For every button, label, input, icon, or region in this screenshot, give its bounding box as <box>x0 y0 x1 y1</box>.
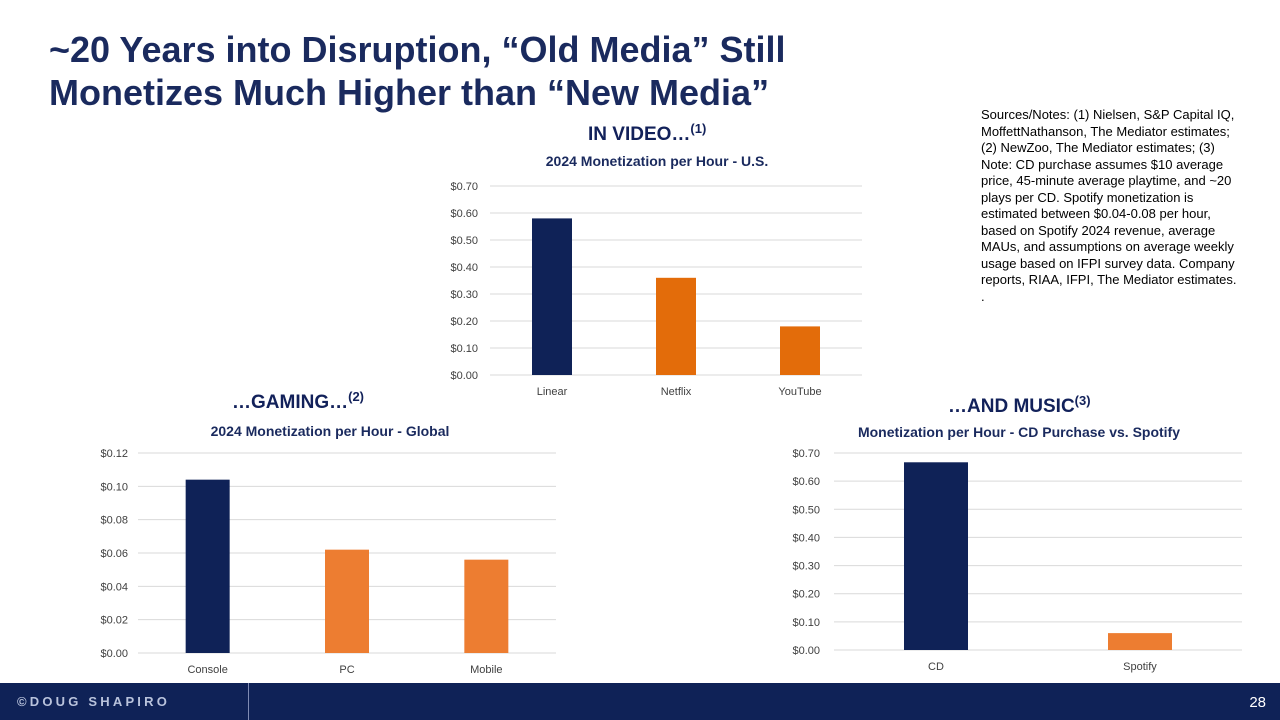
gaming-y-tick-label: $0.00 <box>100 648 128 660</box>
footer-divider <box>248 683 249 720</box>
video-bar-netflix <box>656 277 696 375</box>
music-bar-spotify <box>1108 633 1172 650</box>
music-heading-note: (3) <box>1074 393 1091 408</box>
music-y-tick-label: $0.60 <box>792 476 820 488</box>
video-y-tick-label: $0.00 <box>450 370 478 382</box>
gaming-category-label: Console <box>187 664 227 676</box>
page-number: 28 <box>1249 694 1266 711</box>
sources-notes-trailing: . <box>981 288 985 304</box>
video-heading-text: IN VIDEO… <box>588 124 691 145</box>
music-category-label: CD <box>928 661 944 673</box>
gaming-y-tick-label: $0.02 <box>100 615 128 627</box>
slide-title: ~20 Years into Disruption, “Old Media” S… <box>49 29 786 113</box>
music-y-tick-label: $0.20 <box>792 589 820 601</box>
gaming-heading-text: …GAMING… <box>232 392 349 413</box>
music-heading: …AND MUSIC(3) <box>948 393 1091 418</box>
video-chart-title: 2024 Monetization per Hour - U.S. <box>546 153 768 169</box>
gaming-heading: …GAMING…(2) <box>232 389 364 414</box>
video-heading: IN VIDEO…(1) <box>588 121 707 146</box>
video-heading-note: (1) <box>690 121 707 136</box>
music-category-label: Spotify <box>1123 661 1157 673</box>
video-category-label: Linear <box>537 386 568 398</box>
music-y-tick-label: $0.00 <box>792 645 820 657</box>
charts-canvas: 2024 Monetization per Hour - U.S. $0.00 $0… <box>100 153 1242 676</box>
gaming-category-label: PC <box>339 664 354 676</box>
video-y-tick-label: $0.50 <box>450 235 478 247</box>
music-heading-text: …AND MUSIC <box>948 396 1075 417</box>
video-category-label: Netflix <box>661 386 692 398</box>
gaming-category-label: Mobile <box>470 664 502 676</box>
gaming-chart-title: 2024 Monetization per Hour - Global <box>211 423 450 439</box>
footer-brand: ©DOUG SHAPIRO <box>17 694 171 709</box>
gaming-heading-note: (2) <box>348 389 364 404</box>
gaming-bar-console <box>185 479 230 653</box>
video-category-label: YouTube <box>778 386 821 398</box>
music-y-tick-label: $0.40 <box>792 532 820 544</box>
gaming-y-tick-label: $0.10 <box>100 481 128 493</box>
sources-notes: Sources/Notes: (1) Nielsen, S&P Capital … <box>981 107 1241 305</box>
gaming-y-tick-label: $0.06 <box>100 548 128 560</box>
music-y-tick-label: $0.30 <box>792 561 820 573</box>
video-y-tick-label: $0.10 <box>450 343 478 355</box>
video-y-tick-label: $0.70 <box>450 181 478 193</box>
music-chart-title: Monetization per Hour - CD Purchase vs. … <box>858 424 1180 440</box>
video-bar-linear <box>532 218 572 375</box>
gaming-bar-pc <box>325 549 369 653</box>
gaming-bar-mobile <box>464 559 509 653</box>
video-y-tick-label: $0.30 <box>450 289 478 301</box>
music-y-tick-label: $0.10 <box>792 617 820 629</box>
music-bar-cd <box>904 462 968 650</box>
video-y-tick-label: $0.60 <box>450 208 478 220</box>
video-y-tick-label: $0.20 <box>450 316 478 328</box>
sources-notes-text: Sources/Notes: (1) Nielsen, S&P Capital … <box>981 107 1237 287</box>
music-y-tick-label: $0.50 <box>792 504 820 516</box>
gaming-y-tick-label: $0.04 <box>100 581 128 593</box>
music-y-tick-label: $0.70 <box>792 448 820 460</box>
video-y-tick-label: $0.40 <box>450 262 478 274</box>
video-bar-youtube <box>780 326 820 375</box>
footer-bar: ©DOUG SHAPIRO 28 <box>0 683 1280 720</box>
gaming-y-tick-label: $0.08 <box>100 515 128 527</box>
gaming-y-tick-label: $0.12 <box>100 448 128 460</box>
